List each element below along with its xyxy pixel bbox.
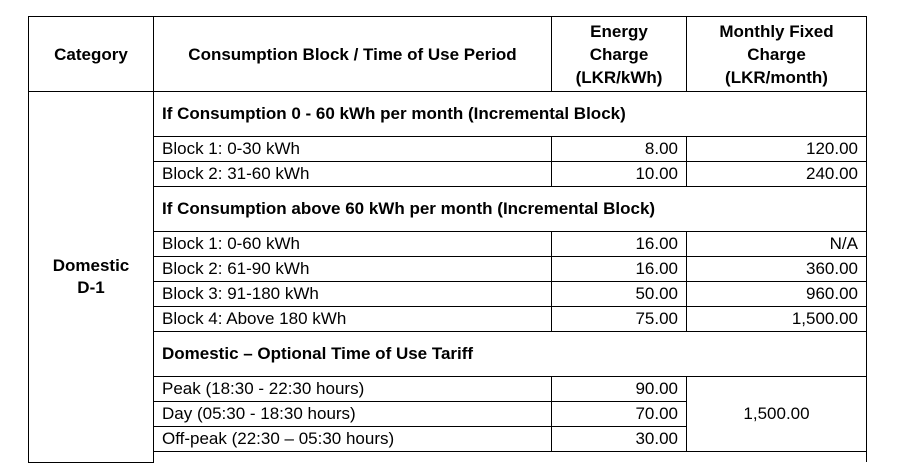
header-energy-line: Charge bbox=[589, 44, 649, 64]
energy-charge-cell: 16.00 bbox=[551, 231, 687, 257]
energy-charge-cell: 90.00 bbox=[551, 376, 687, 402]
energy-charge-cell: 10.00 bbox=[551, 161, 687, 187]
energy-charge-cell: 70.00 bbox=[551, 401, 687, 427]
category-line: D-1 bbox=[77, 277, 105, 297]
table-row: Block 1: 0-60 kWh 16.00 N/A bbox=[29, 231, 867, 257]
header-category: Category bbox=[28, 16, 154, 92]
header-fixed-line: Charge bbox=[747, 44, 806, 64]
table-row: Block 4: Above 180 kWh 75.00 1,500.00 bbox=[29, 306, 867, 332]
fixed-charge-cell: 240.00 bbox=[686, 161, 867, 187]
section-title: If Consumption above 60 kWh per month (I… bbox=[153, 186, 867, 232]
block-cell: Day (05:30 - 18:30 hours) bbox=[153, 401, 552, 427]
header-energy-charge: Energy Charge (LKR/kWh) bbox=[551, 16, 687, 92]
table-row: Off-peak (22:30 – 05:30 hours) 30.00 bbox=[29, 426, 867, 452]
block-cell: Off-peak (22:30 – 05:30 hours) bbox=[153, 426, 552, 452]
fixed-charge-cell: 120.00 bbox=[686, 136, 867, 162]
table-row: Peak (18:30 - 22:30 hours) 90.00 1,500.0… bbox=[29, 376, 867, 452]
table-row: Block 1: 0-30 kWh 8.00 120.00 bbox=[29, 136, 867, 162]
table-row: Block 2: 61-90 kWh 16.00 360.00 bbox=[29, 256, 867, 282]
energy-charge-cell: 75.00 bbox=[551, 306, 687, 332]
fixed-charge-cell: 1,500.00 bbox=[686, 306, 867, 332]
header-energy-line: Energy bbox=[590, 21, 648, 41]
block-cell: Block 3: 91-180 kWh bbox=[153, 281, 552, 307]
block-cell: Block 1: 0-60 kWh bbox=[153, 231, 552, 257]
category-cell: Domestic D-1 bbox=[28, 91, 154, 463]
section-row: If Consumption above 60 kWh per month (I… bbox=[29, 186, 867, 232]
energy-charge-cell: 50.00 bbox=[551, 281, 687, 307]
energy-charge-cell: 30.00 bbox=[551, 426, 687, 452]
header-fixed-line: Monthly Fixed bbox=[719, 21, 834, 41]
fixed-charge-cell: 960.00 bbox=[686, 281, 867, 307]
block-cell: Peak (18:30 - 22:30 hours) bbox=[153, 376, 552, 402]
section-title: If Consumption 0 - 60 kWh per month (Inc… bbox=[153, 91, 867, 137]
fixed-charge-cell: N/A bbox=[686, 231, 867, 257]
section-row: Domestic D-1 If Consumption 0 - 60 kWh p… bbox=[28, 91, 867, 463]
block-cell: Block 2: 31-60 kWh bbox=[153, 161, 552, 187]
table-row: Block 2: 31-60 kWh 10.00 240.00 bbox=[29, 161, 867, 187]
header-row: Category Consumption Block / Time of Use… bbox=[28, 16, 867, 92]
energy-charge-cell: 8.00 bbox=[551, 136, 687, 162]
block-cell: Block 4: Above 180 kWh bbox=[153, 306, 552, 332]
table-row: Block 3: 91-180 kWh 50.00 960.00 bbox=[29, 281, 867, 307]
block-cell: Block 1: 0-30 kWh bbox=[153, 136, 552, 162]
energy-charge-cell: 16.00 bbox=[551, 256, 687, 282]
section-row: Domestic – Optional Time of Use Tariff bbox=[29, 331, 867, 377]
category-line: Domestic bbox=[52, 255, 130, 275]
fixed-charge-merged-cell: 1,500.00 bbox=[686, 376, 867, 452]
section-title: Domestic – Optional Time of Use Tariff bbox=[153, 331, 867, 377]
tariff-table: Category Consumption Block / Time of Use… bbox=[28, 16, 867, 463]
block-cell: Block 2: 61-90 kWh bbox=[153, 256, 552, 282]
table-tail-cell bbox=[153, 451, 867, 462]
table-row: Day (05:30 - 18:30 hours) 70.00 bbox=[29, 401, 867, 427]
fixed-charge-cell: 360.00 bbox=[686, 256, 867, 282]
header-fixed-line: (LKR/month) bbox=[725, 67, 828, 87]
header-energy-line: (LKR/kWh) bbox=[575, 67, 663, 87]
header-fixed-charge: Monthly Fixed Charge (LKR/month) bbox=[686, 16, 867, 92]
table-tail-row bbox=[29, 451, 867, 462]
header-consumption-block: Consumption Block / Time of Use Period bbox=[153, 16, 552, 92]
